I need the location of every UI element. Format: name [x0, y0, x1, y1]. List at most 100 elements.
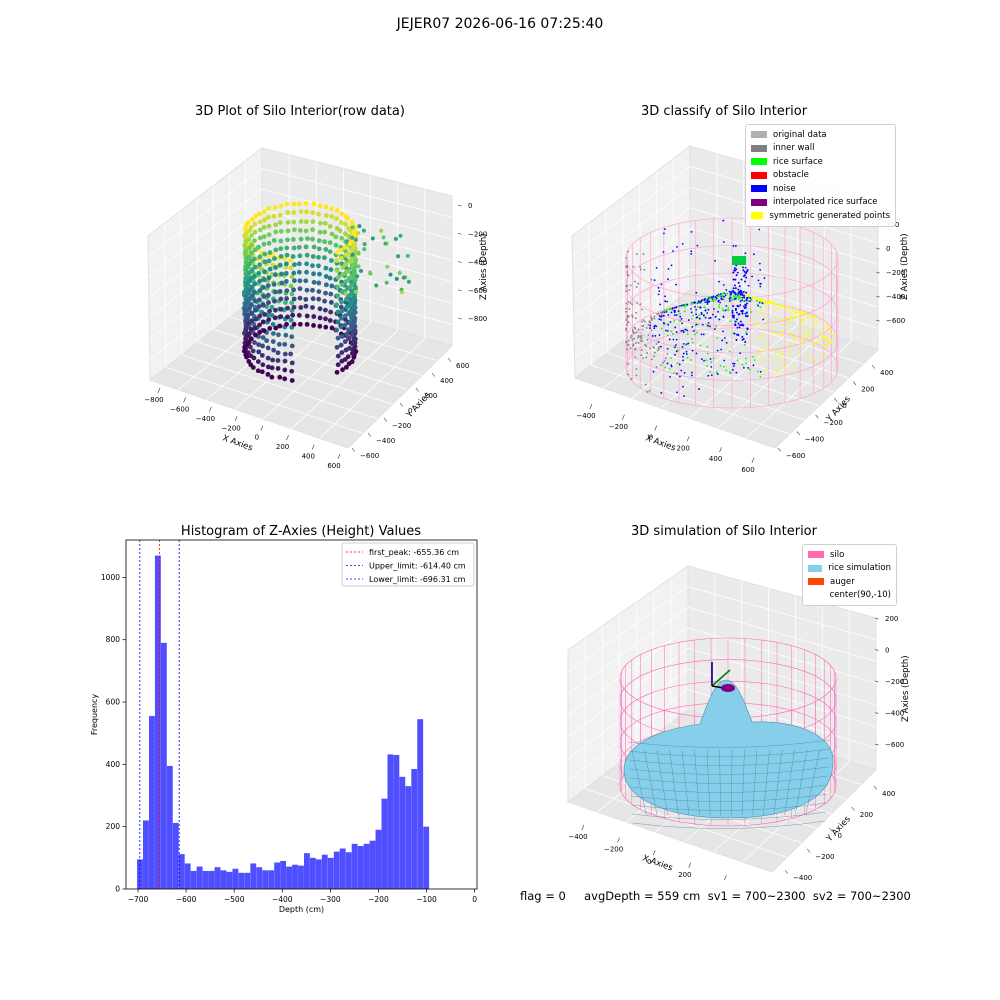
cls-point [716, 337, 719, 339]
raw-grid [180, 210, 183, 355]
cls-point [714, 299, 717, 301]
cls-point [640, 337, 643, 339]
raw-point [323, 324, 329, 330]
cls-point [750, 298, 753, 301]
cls-point [629, 336, 632, 339]
cls-point [745, 271, 748, 274]
cls-point [742, 305, 745, 308]
cls-point [704, 316, 707, 319]
cls-point [659, 303, 662, 306]
cls-point [737, 288, 740, 291]
raw-point [266, 240, 272, 246]
cls-point [822, 335, 825, 338]
raw-point [250, 348, 256, 354]
cls-point [812, 327, 815, 330]
cls-point [826, 339, 829, 342]
sim-grid [687, 647, 877, 706]
sim-rice-meshline [763, 749, 770, 816]
cls-point [812, 320, 815, 323]
cls-point [656, 349, 659, 352]
cls-point [818, 318, 821, 321]
raw-grid [148, 209, 263, 299]
cls-point [719, 293, 722, 295]
raw-point [350, 225, 355, 230]
raw-point [340, 272, 346, 278]
cls-point [717, 295, 720, 298]
raw-x-tick-label: −200 [222, 424, 241, 432]
cls-point [773, 310, 776, 313]
cls-point [692, 314, 695, 317]
cls-point [776, 331, 779, 334]
raw-z-axis-label: Z Axies (Depth) [479, 233, 489, 300]
cls-point [781, 305, 783, 308]
raw-point [249, 242, 255, 248]
cls-point [746, 297, 749, 300]
cls-point [743, 274, 746, 277]
cls-point [682, 352, 685, 355]
cls-point [760, 301, 762, 304]
raw-point [273, 222, 279, 228]
raw-z-tick-mark [457, 289, 462, 292]
cls-y-tick-mark [834, 398, 838, 402]
cls-point [732, 245, 735, 247]
sim-x-tick-label: 200 [678, 871, 691, 879]
cls-point [653, 327, 656, 330]
cls-point [698, 388, 700, 390]
raw-3d-plot: −800−600−400−2000200400600−600−400−20002… [144, 146, 489, 470]
cls-point [807, 314, 810, 316]
cls-point [673, 319, 676, 322]
raw-point [398, 233, 403, 238]
cls-point [625, 256, 627, 259]
raw-point [343, 347, 349, 353]
cls-point [833, 334, 836, 337]
raw-point [247, 296, 252, 302]
cls-point [801, 318, 804, 321]
raw-grid [148, 188, 263, 278]
sim-z-tick-label: −400 [885, 710, 904, 718]
cls-point [714, 260, 717, 262]
raw-grid [261, 188, 453, 240]
raw-x-tick-label: 400 [302, 453, 315, 461]
cls-point [736, 333, 739, 336]
raw-y-tick-mark [351, 447, 356, 452]
cls-point [679, 312, 681, 315]
raw-point [393, 236, 398, 241]
sim-rice-meshline [669, 749, 679, 816]
cls-point [813, 359, 816, 362]
cls-point [642, 319, 645, 322]
sim-rice-meshline [629, 766, 829, 775]
raw-point [246, 331, 252, 337]
cls-point [784, 371, 787, 374]
cls-point [714, 296, 717, 299]
cls-point [643, 268, 646, 271]
raw-point [243, 307, 249, 313]
raw-point [261, 328, 267, 334]
cls-point [760, 362, 763, 364]
cls-y-tick-label: −200 [824, 419, 843, 427]
cls-point [741, 309, 744, 312]
cls-point [634, 280, 636, 283]
cls-point [675, 338, 678, 341]
raw-point [282, 341, 288, 347]
raw-point [255, 368, 261, 374]
raw-point [344, 296, 349, 302]
cls-point [689, 359, 692, 361]
raw-point [260, 285, 266, 290]
cls-point [757, 279, 760, 282]
figure-suptitle: JEJER07 2026-06-16 07:25:40 [396, 16, 604, 32]
cls-point [705, 298, 708, 301]
cls-point [677, 310, 680, 313]
raw-point [304, 261, 310, 267]
raw-point [337, 228, 343, 234]
cls-point [802, 343, 804, 346]
raw-point [246, 339, 252, 345]
raw-point [243, 294, 249, 300]
cls-point [625, 310, 628, 313]
cls-point [789, 354, 792, 356]
cls-point [742, 290, 745, 293]
cls-point [633, 348, 636, 351]
cls-point [783, 318, 785, 321]
cls-point [733, 267, 736, 270]
cls-point [701, 323, 704, 326]
cls-point [663, 322, 665, 325]
